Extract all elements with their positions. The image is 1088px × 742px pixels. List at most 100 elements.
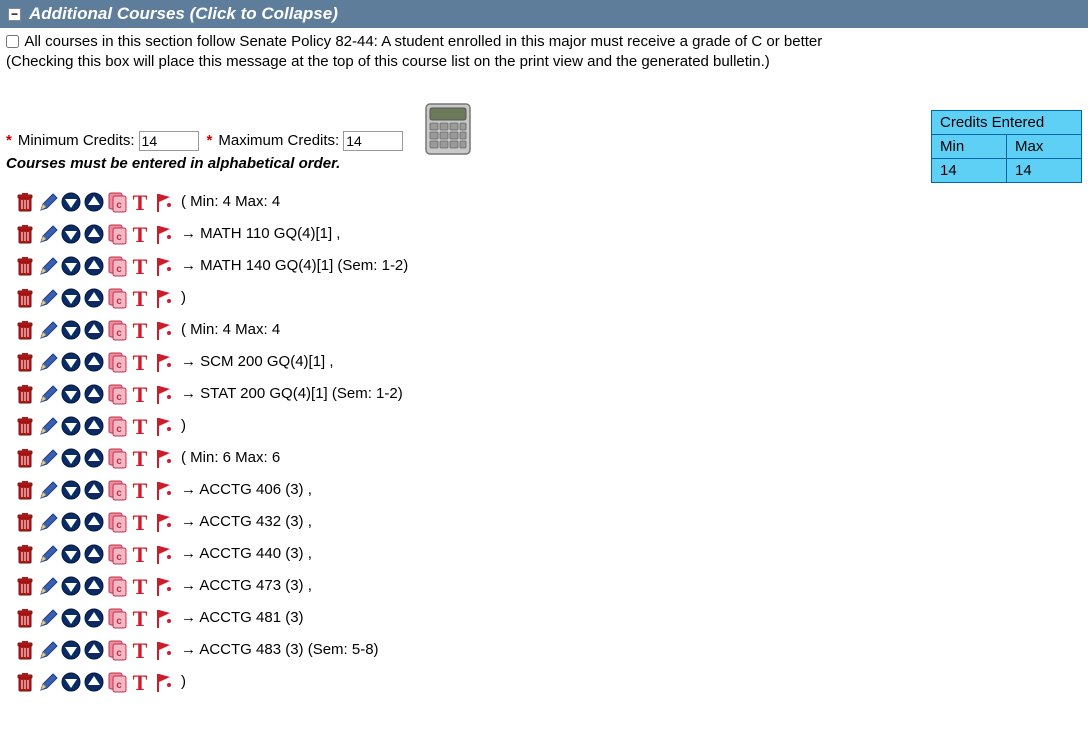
- section-header[interactable]: − Additional Courses (Click to Collapse): [0, 0, 1088, 28]
- text-format-icon[interactable]: [129, 382, 151, 406]
- flag-icon[interactable]: [152, 350, 174, 374]
- copy-icon[interactable]: [106, 286, 128, 310]
- text-format-icon[interactable]: [129, 350, 151, 374]
- move-up-icon[interactable]: [83, 446, 105, 470]
- trash-icon[interactable]: [14, 350, 36, 374]
- edit-icon[interactable]: [37, 446, 59, 470]
- move-up-icon[interactable]: [83, 510, 105, 534]
- text-format-icon[interactable]: [129, 414, 151, 438]
- flag-icon[interactable]: [152, 318, 174, 342]
- move-down-icon[interactable]: [60, 670, 82, 694]
- copy-icon[interactable]: [106, 638, 128, 662]
- copy-icon[interactable]: [106, 254, 128, 278]
- edit-icon[interactable]: [37, 318, 59, 342]
- text-format-icon[interactable]: [129, 670, 151, 694]
- trash-icon[interactable]: [14, 638, 36, 662]
- trash-icon[interactable]: [14, 606, 36, 630]
- edit-icon[interactable]: [37, 286, 59, 310]
- move-up-icon[interactable]: [83, 254, 105, 278]
- min-credits-input[interactable]: [139, 131, 199, 151]
- flag-icon[interactable]: [152, 574, 174, 598]
- move-down-icon[interactable]: [60, 190, 82, 214]
- edit-icon[interactable]: [37, 638, 59, 662]
- move-down-icon[interactable]: [60, 446, 82, 470]
- move-up-icon[interactable]: [83, 190, 105, 214]
- move-up-icon[interactable]: [83, 542, 105, 566]
- copy-icon[interactable]: [106, 414, 128, 438]
- trash-icon[interactable]: [14, 446, 36, 470]
- trash-icon[interactable]: [14, 542, 36, 566]
- edit-icon[interactable]: [37, 382, 59, 406]
- copy-icon[interactable]: [106, 542, 128, 566]
- move-down-icon[interactable]: [60, 638, 82, 662]
- trash-icon[interactable]: [14, 414, 36, 438]
- move-down-icon[interactable]: [60, 350, 82, 374]
- flag-icon[interactable]: [152, 510, 174, 534]
- move-up-icon[interactable]: [83, 638, 105, 662]
- move-down-icon[interactable]: [60, 478, 82, 502]
- flag-icon[interactable]: [152, 638, 174, 662]
- flag-icon[interactable]: [152, 254, 174, 278]
- move-up-icon[interactable]: [83, 286, 105, 310]
- edit-icon[interactable]: [37, 510, 59, 534]
- trash-icon[interactable]: [14, 510, 36, 534]
- move-up-icon[interactable]: [83, 382, 105, 406]
- move-down-icon[interactable]: [60, 318, 82, 342]
- move-down-icon[interactable]: [60, 382, 82, 406]
- move-down-icon[interactable]: [60, 542, 82, 566]
- text-format-icon[interactable]: [129, 318, 151, 342]
- edit-icon[interactable]: [37, 350, 59, 374]
- move-down-icon[interactable]: [60, 222, 82, 246]
- edit-icon[interactable]: [37, 222, 59, 246]
- flag-icon[interactable]: [152, 382, 174, 406]
- move-up-icon[interactable]: [83, 222, 105, 246]
- flag-icon[interactable]: [152, 286, 174, 310]
- trash-icon[interactable]: [14, 222, 36, 246]
- flag-icon[interactable]: [152, 414, 174, 438]
- move-down-icon[interactable]: [60, 286, 82, 310]
- text-format-icon[interactable]: [129, 286, 151, 310]
- edit-icon[interactable]: [37, 414, 59, 438]
- edit-icon[interactable]: [37, 574, 59, 598]
- trash-icon[interactable]: [14, 286, 36, 310]
- calculator-icon[interactable]: [411, 103, 471, 151]
- trash-icon[interactable]: [14, 574, 36, 598]
- flag-icon[interactable]: [152, 542, 174, 566]
- move-up-icon[interactable]: [83, 606, 105, 630]
- flag-icon[interactable]: [152, 446, 174, 470]
- copy-icon[interactable]: [106, 350, 128, 374]
- move-up-icon[interactable]: [83, 478, 105, 502]
- edit-icon[interactable]: [37, 478, 59, 502]
- text-format-icon[interactable]: [129, 254, 151, 278]
- flag-icon[interactable]: [152, 222, 174, 246]
- text-format-icon[interactable]: [129, 510, 151, 534]
- text-format-icon[interactable]: [129, 542, 151, 566]
- trash-icon[interactable]: [14, 670, 36, 694]
- move-down-icon[interactable]: [60, 414, 82, 438]
- edit-icon[interactable]: [37, 254, 59, 278]
- flag-icon[interactable]: [152, 670, 174, 694]
- text-format-icon[interactable]: [129, 222, 151, 246]
- policy-checkbox[interactable]: [6, 35, 19, 48]
- edit-icon[interactable]: [37, 190, 59, 214]
- trash-icon[interactable]: [14, 318, 36, 342]
- trash-icon[interactable]: [14, 478, 36, 502]
- flag-icon[interactable]: [152, 478, 174, 502]
- move-up-icon[interactable]: [83, 414, 105, 438]
- copy-icon[interactable]: [106, 382, 128, 406]
- move-up-icon[interactable]: [83, 350, 105, 374]
- copy-icon[interactable]: [106, 318, 128, 342]
- copy-icon[interactable]: [106, 574, 128, 598]
- text-format-icon[interactable]: [129, 478, 151, 502]
- move-up-icon[interactable]: [83, 670, 105, 694]
- move-down-icon[interactable]: [60, 510, 82, 534]
- text-format-icon[interactable]: [129, 574, 151, 598]
- copy-icon[interactable]: [106, 670, 128, 694]
- trash-icon[interactable]: [14, 254, 36, 278]
- move-up-icon[interactable]: [83, 318, 105, 342]
- move-up-icon[interactable]: [83, 574, 105, 598]
- copy-icon[interactable]: [106, 478, 128, 502]
- trash-icon[interactable]: [14, 190, 36, 214]
- copy-icon[interactable]: [106, 510, 128, 534]
- edit-icon[interactable]: [37, 670, 59, 694]
